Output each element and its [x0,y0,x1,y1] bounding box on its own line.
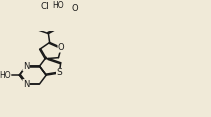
Text: N: N [23,80,29,89]
Text: HO: HO [0,71,11,80]
Text: O: O [58,43,65,52]
Text: S: S [57,68,62,77]
Text: O: O [72,4,78,13]
Text: Cl: Cl [40,2,49,11]
Text: N: N [23,62,29,71]
Text: HO: HO [53,1,64,10]
